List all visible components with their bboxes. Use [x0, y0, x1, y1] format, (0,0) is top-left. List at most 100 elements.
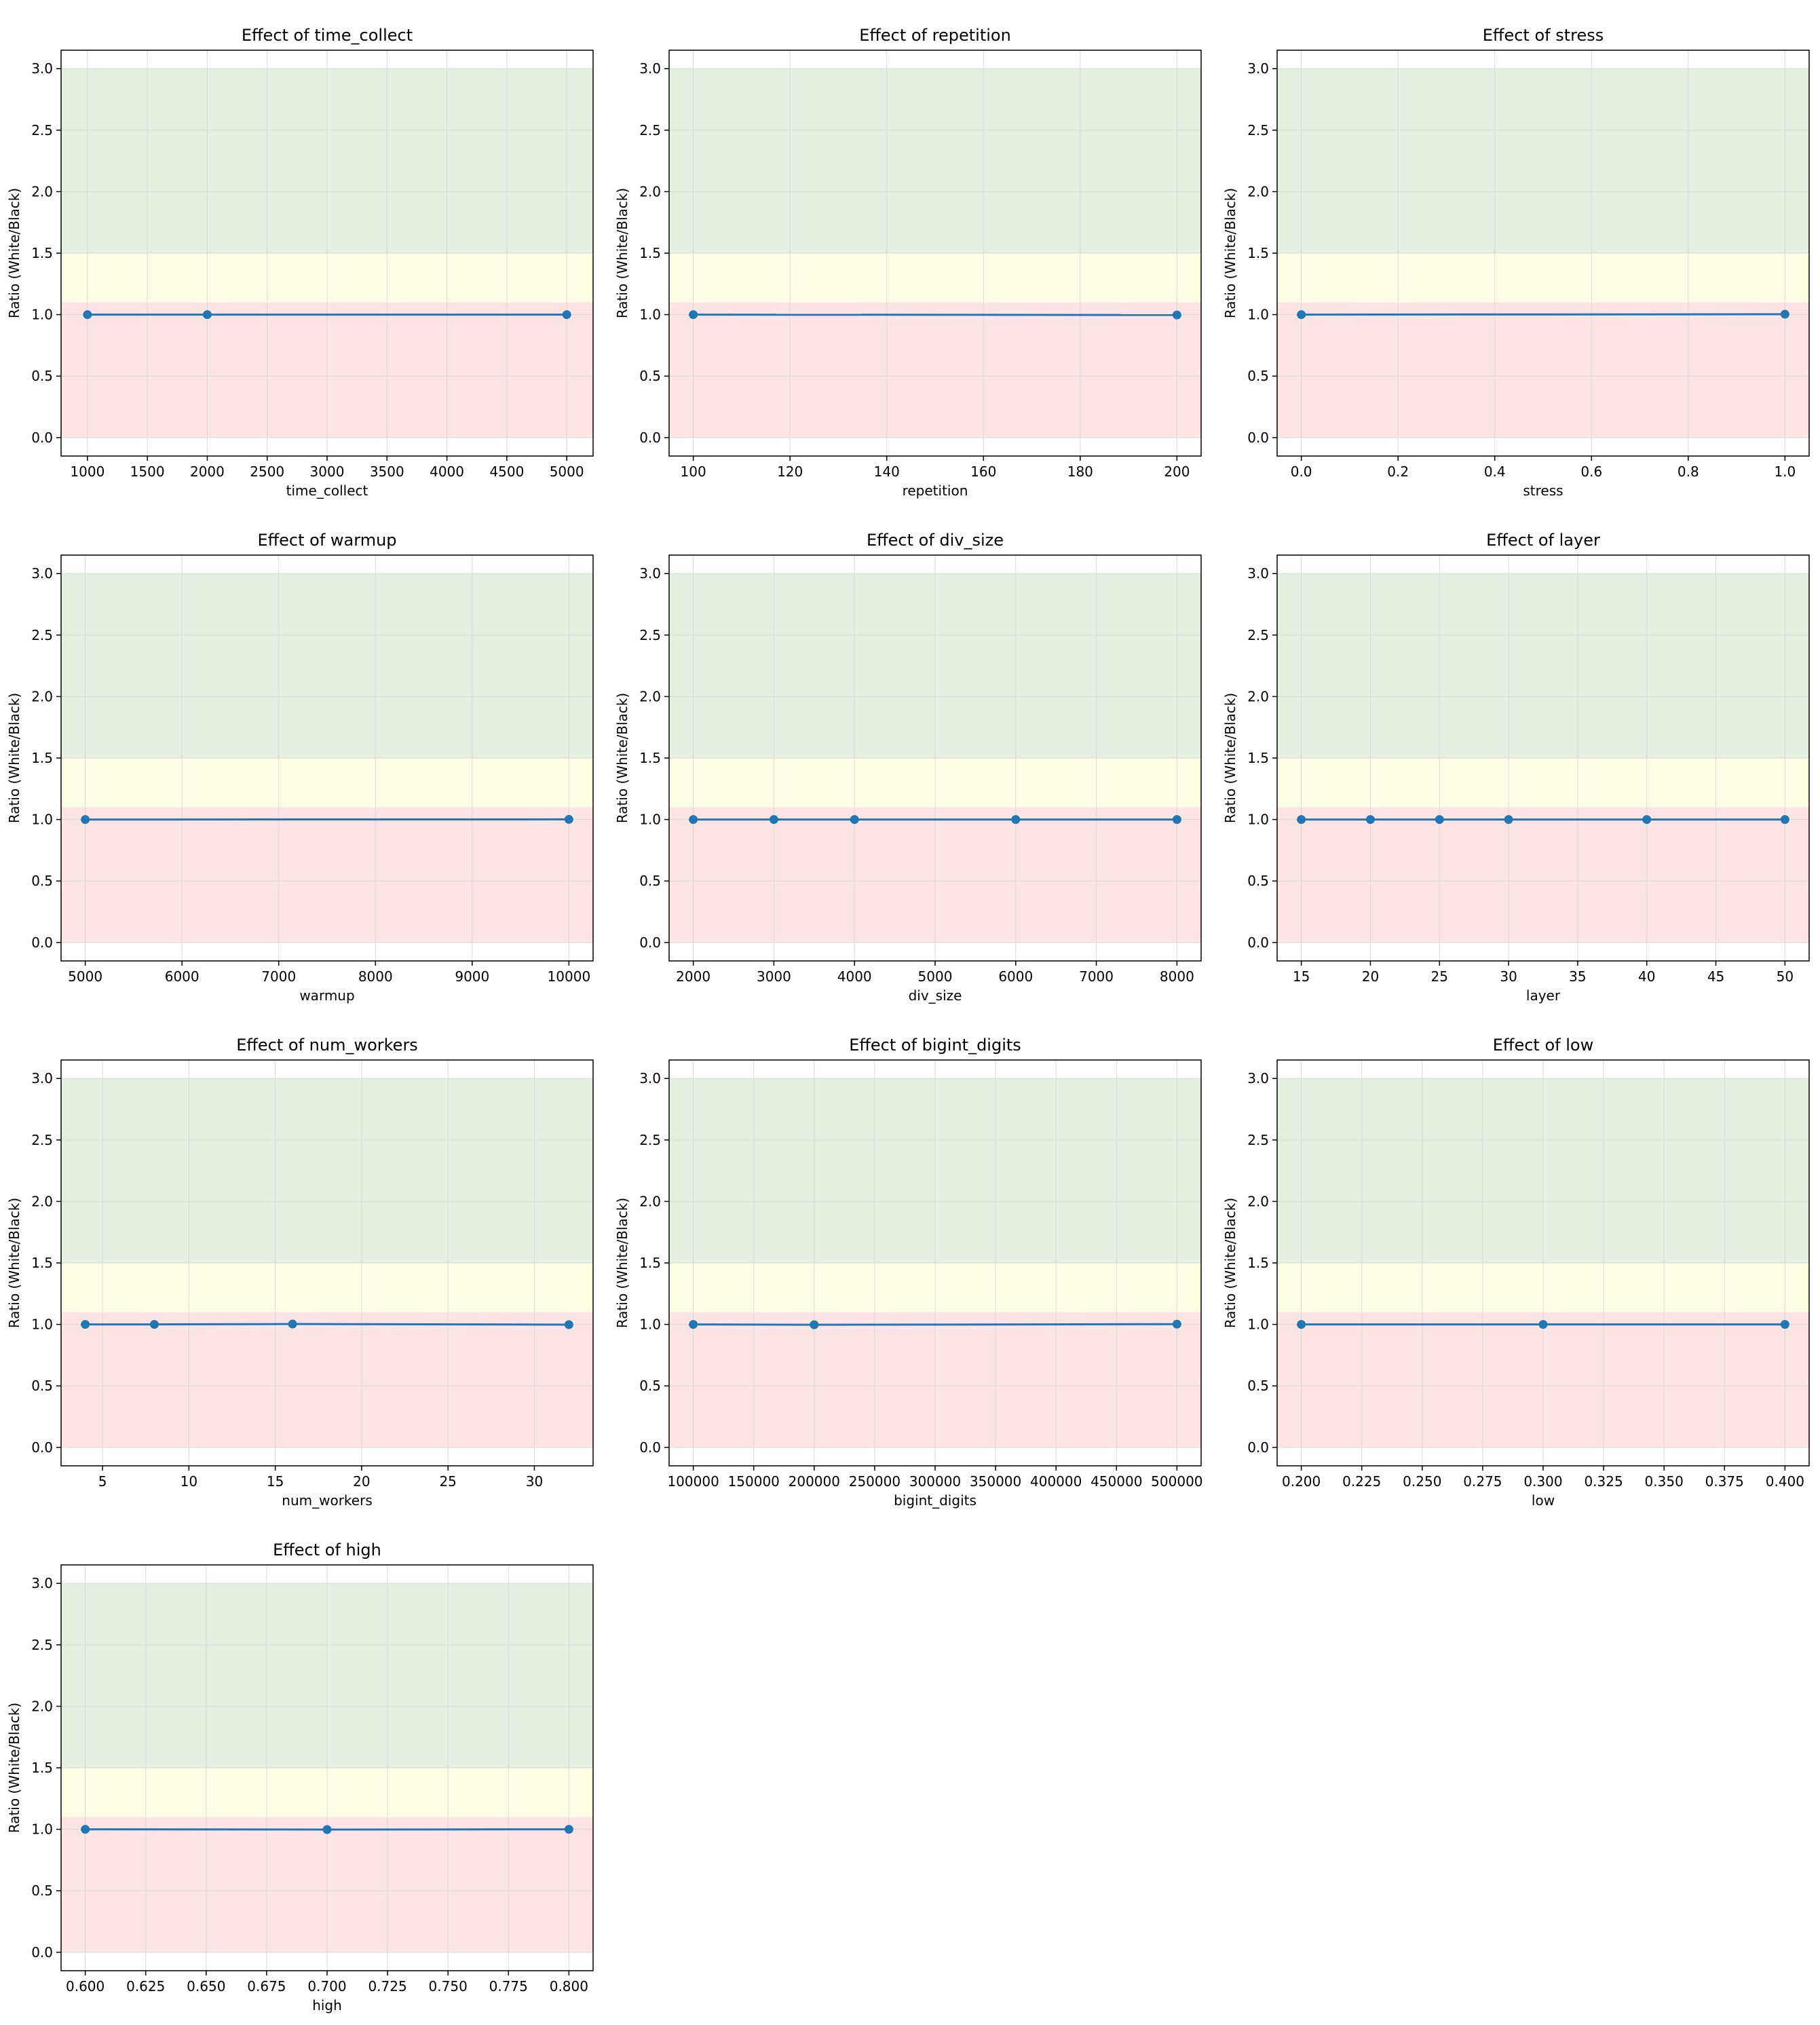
- y-tick-label: 0.0: [31, 430, 53, 446]
- x-tick-label: 0.200: [1282, 1473, 1321, 1490]
- y-tick-label: 0.0: [31, 1944, 53, 1961]
- y-tick-label: 2.0: [1247, 183, 1269, 200]
- y-tick-label: 1.0: [1247, 812, 1269, 828]
- band-bad: [61, 1312, 593, 1447]
- data-point: [1297, 310, 1306, 320]
- x-tick-label: 35: [1569, 968, 1586, 985]
- y-tick-label: 2.0: [31, 183, 53, 200]
- band-neutral: [61, 758, 593, 808]
- data-point: [564, 814, 573, 824]
- band-bad: [669, 302, 1201, 438]
- x-tick-label: 100: [681, 463, 706, 480]
- y-tick-label: 2.0: [639, 1193, 661, 1209]
- y-axis-label: Ratio (White/Black): [614, 188, 630, 318]
- y-tick-label: 1.5: [639, 1255, 661, 1271]
- x-tick-label: 450000: [1091, 1473, 1142, 1490]
- y-tick-label: 1.5: [1247, 750, 1269, 766]
- y-tick-label: 1.5: [31, 1255, 53, 1271]
- x-tick-label: 25: [439, 1473, 456, 1490]
- series-line: [1301, 313, 1785, 316]
- x-tick-label: 160: [970, 463, 996, 480]
- y-tick-label: 2.5: [1247, 1132, 1269, 1148]
- data-point: [1297, 815, 1306, 825]
- y-axis-label: Ratio (White/Black): [6, 1703, 22, 1833]
- series-line: [85, 1323, 569, 1326]
- subplot-7: 100000 150000 200000 250000 300000 350000 4000…: [614, 1036, 1203, 1509]
- x-tick-label: 200000: [789, 1473, 840, 1490]
- subplot-3: 5000 6000 7000 8000 9000 10000 0.0 0.5 1.0 1.5 2.0…: [6, 531, 594, 1004]
- data-point: [689, 310, 698, 320]
- x-tick-label: 0.625: [126, 1978, 165, 1994]
- x-axis-label: warmup: [299, 987, 354, 1004]
- x-tick-label: 300000: [909, 1473, 961, 1490]
- y-tick-label: 1.5: [1247, 1255, 1269, 1271]
- y-tick-label: 1.0: [1247, 307, 1269, 323]
- y-tick-label: 0.5: [31, 873, 53, 889]
- y-tick-label: 1.5: [31, 1760, 53, 1776]
- chart-title: Effect of high: [273, 1540, 381, 1559]
- data-point: [149, 1320, 159, 1329]
- data-point: [1435, 815, 1444, 825]
- band-neutral: [1277, 758, 1809, 808]
- band-neutral: [1277, 253, 1809, 303]
- x-axis-label: low: [1532, 1492, 1555, 1509]
- x-tick-label: 400000: [1030, 1473, 1082, 1490]
- y-axis-label: Ratio (White/Black): [614, 1198, 630, 1328]
- x-tick-label: 0.6: [1580, 463, 1602, 480]
- x-tick-label: 0.700: [307, 1978, 346, 1994]
- y-tick-label: 2.0: [639, 183, 661, 200]
- x-tick-label: 4000: [837, 968, 872, 985]
- y-tick-label: 0.5: [1247, 873, 1269, 889]
- y-tick-label: 1.0: [31, 1317, 53, 1333]
- series-line: [693, 314, 1177, 316]
- y-tick-label: 2.5: [1247, 627, 1269, 643]
- data-point: [564, 1320, 573, 1329]
- x-tick-label: 120: [777, 463, 803, 480]
- y-tick-label: 0.0: [1247, 934, 1269, 951]
- x-tick-label: 20: [1362, 968, 1379, 985]
- band-good: [1277, 573, 1809, 758]
- x-tick-label: 140: [874, 463, 900, 480]
- band-neutral: [669, 253, 1201, 303]
- subplot-1: 100 120 140 160 180 200 0.0 0.5 1.0 1.5 2.0 2.5 3.0 E…: [614, 26, 1202, 499]
- x-axis-label: high: [312, 1997, 342, 2013]
- x-tick-label: 2500: [250, 463, 284, 480]
- x-tick-label: 10: [181, 1473, 197, 1490]
- x-tick-label: 0.2: [1387, 463, 1409, 480]
- data-point: [81, 1320, 90, 1329]
- chart-title: Effect of repetition: [859, 26, 1011, 45]
- y-tick-label: 0.0: [639, 934, 661, 951]
- x-tick-label: 1500: [130, 463, 165, 480]
- data-point: [81, 815, 90, 825]
- x-tick-label: 0.400: [1766, 1473, 1804, 1490]
- x-axis-label: stress: [1523, 482, 1563, 499]
- x-tick-label: 5000: [918, 968, 953, 985]
- x-tick-label: 1.0: [1774, 463, 1796, 480]
- chart-title: Effect of warmup: [257, 531, 396, 550]
- x-tick-label: 0.250: [1403, 1473, 1441, 1490]
- y-tick-label: 2.5: [639, 122, 661, 138]
- subplot-0: 1000 1500 2000 2500 3000 3500 4000 4500 5000 0.0 0…: [6, 26, 594, 499]
- x-tick-label: 6000: [998, 968, 1033, 985]
- x-tick-label: 0.650: [187, 1978, 225, 1994]
- x-tick-label: 5000: [68, 968, 102, 985]
- y-axis-label: Ratio (White/Black): [1222, 1198, 1238, 1328]
- x-tick-label: 0.775: [489, 1978, 528, 1994]
- x-tick-label: 0.300: [1523, 1473, 1562, 1490]
- y-tick-label: 2.0: [31, 1698, 53, 1714]
- data-point: [1538, 1320, 1548, 1329]
- y-tick-label: 0.0: [639, 430, 661, 446]
- y-axis-label: Ratio (White/Black): [6, 693, 22, 823]
- x-tick-label: 3000: [310, 463, 345, 480]
- x-tick-label: 9000: [455, 968, 489, 985]
- y-tick-label: 0.5: [1247, 368, 1269, 384]
- y-tick-label: 3.0: [31, 565, 53, 582]
- y-tick-label: 3.0: [1247, 60, 1269, 77]
- y-tick-label: 0.5: [31, 368, 53, 384]
- y-tick-label: 1.0: [1247, 1317, 1269, 1333]
- band-bad: [1277, 807, 1809, 943]
- y-tick-label: 0.5: [639, 1378, 661, 1394]
- subplot-4: 2000 3000 4000 5000 6000 7000 8000 0.0 0.5 1.0 1.5…: [614, 531, 1202, 1004]
- y-tick-label: 3.0: [31, 1070, 53, 1086]
